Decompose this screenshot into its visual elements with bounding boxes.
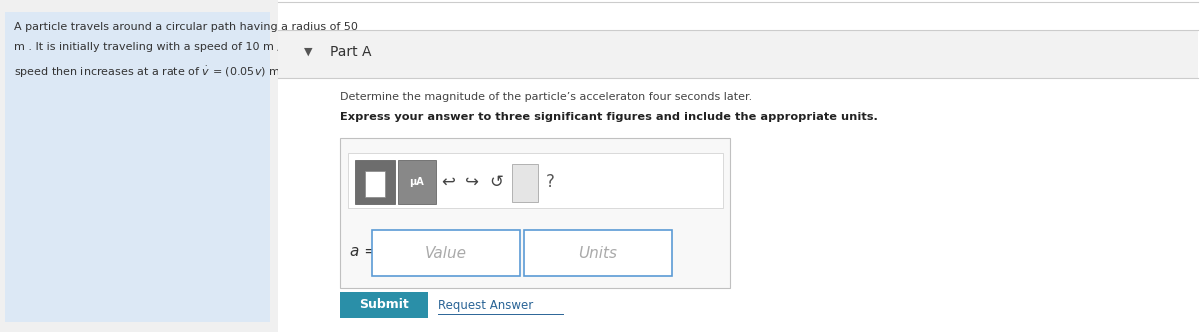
Text: ▼: ▼ xyxy=(304,47,312,57)
Text: a =: a = xyxy=(350,244,377,260)
FancyBboxPatch shape xyxy=(340,292,428,318)
Text: ↪: ↪ xyxy=(466,173,479,191)
FancyBboxPatch shape xyxy=(348,153,722,208)
FancyBboxPatch shape xyxy=(355,160,395,204)
FancyBboxPatch shape xyxy=(524,230,672,276)
FancyBboxPatch shape xyxy=(512,164,538,202)
FancyBboxPatch shape xyxy=(278,30,1198,78)
FancyBboxPatch shape xyxy=(365,171,385,197)
Text: Value: Value xyxy=(425,245,467,261)
Text: Submit: Submit xyxy=(359,298,409,311)
Text: Units: Units xyxy=(578,245,618,261)
FancyBboxPatch shape xyxy=(398,160,436,204)
Text: ↺: ↺ xyxy=(490,173,503,191)
Text: speed then increases at a rate of $\dot{v}$ = (0.05$v$) m /s$^2$.: speed then increases at a rate of $\dot{… xyxy=(14,62,302,81)
Text: ?: ? xyxy=(546,173,554,191)
Text: Determine the magnitude of the particle’s acceleraton four seconds later.: Determine the magnitude of the particle’… xyxy=(340,92,752,102)
FancyBboxPatch shape xyxy=(340,138,730,288)
Text: Express your answer to three significant figures and include the appropriate uni: Express your answer to three significant… xyxy=(340,112,878,122)
Text: m . It is initially traveling with a speed of 10 m / s and its: m . It is initially traveling with a spe… xyxy=(14,42,331,52)
Text: Part A: Part A xyxy=(330,45,372,59)
FancyBboxPatch shape xyxy=(278,0,1200,332)
Text: Request Answer: Request Answer xyxy=(438,298,533,311)
FancyBboxPatch shape xyxy=(372,230,520,276)
Text: μA: μA xyxy=(409,177,425,187)
Text: ↩: ↩ xyxy=(442,173,455,191)
FancyBboxPatch shape xyxy=(5,12,270,322)
Text: A particle travels around a circular path having a radius of 50: A particle travels around a circular pat… xyxy=(14,22,358,32)
